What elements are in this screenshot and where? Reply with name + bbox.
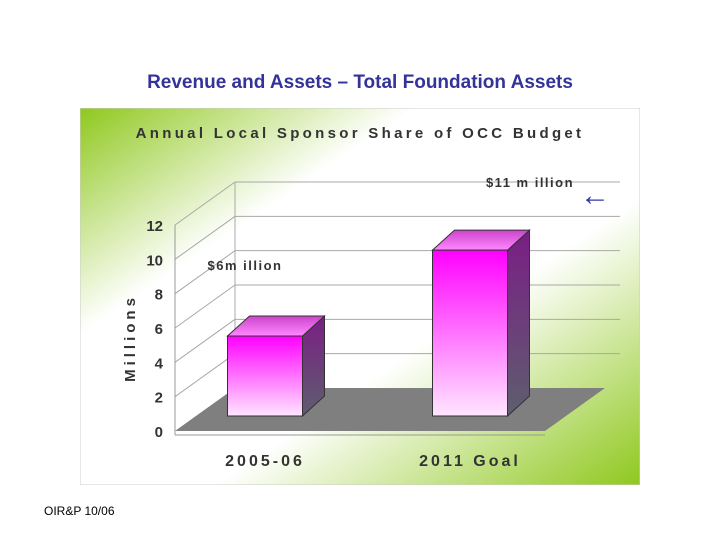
y-tick-label: 12 bbox=[146, 218, 163, 235]
bar-2011-goal bbox=[432, 249, 508, 417]
y-tick-label: 2 bbox=[155, 390, 163, 407]
x-tick-label: 2011 Goal bbox=[419, 453, 521, 470]
gridline-depth bbox=[174, 215, 236, 260]
y-tick-label: 10 bbox=[146, 252, 163, 269]
data-label: $6m illion bbox=[208, 258, 283, 273]
y-tick-label: 4 bbox=[155, 355, 164, 372]
y-axis-label: Millions bbox=[122, 294, 139, 382]
x-tick-label: 2005-06 bbox=[225, 453, 305, 470]
y-tick-label: 6 bbox=[155, 321, 163, 338]
gridline-depth bbox=[174, 318, 236, 363]
gridline-depth bbox=[174, 353, 236, 398]
footer-note: OIR&P 10/06 bbox=[44, 504, 115, 518]
gridline-depth bbox=[174, 284, 236, 329]
bar-2005-06 bbox=[227, 335, 303, 417]
gridline-depth bbox=[174, 181, 236, 226]
data-label: $11 m illion bbox=[486, 175, 574, 190]
chart: Annual Local Sponsor Share of OCC Budget… bbox=[80, 108, 640, 485]
arrow-annotation-icon: ← bbox=[580, 179, 610, 212]
y-tick-label: 0 bbox=[155, 424, 163, 441]
chart-title: Annual Local Sponsor Share of OCC Budget bbox=[136, 125, 585, 142]
bar-2011-goal-side bbox=[507, 229, 530, 418]
gridline-depth bbox=[174, 250, 236, 295]
slide-title: Revenue and Assets – Total Foundation As… bbox=[147, 72, 573, 93]
y-tick-label: 8 bbox=[155, 287, 163, 304]
